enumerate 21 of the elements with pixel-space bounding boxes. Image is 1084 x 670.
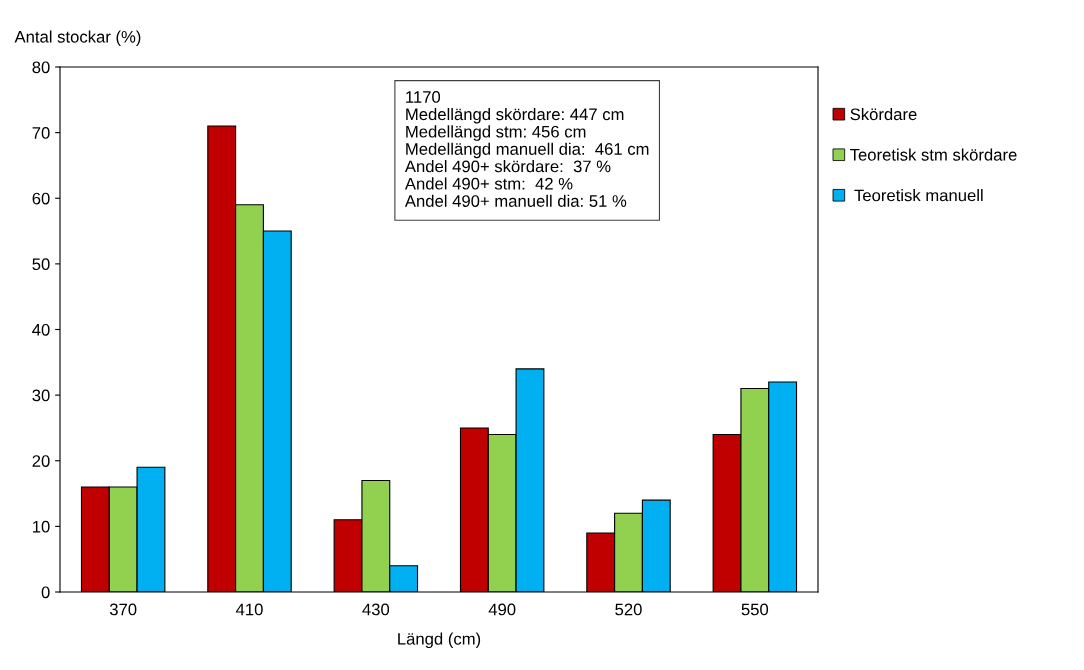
x-tick-label: 520 bbox=[615, 603, 642, 616]
y-tick-label: 30 bbox=[32, 389, 50, 402]
y-tick-label: 40 bbox=[32, 323, 50, 336]
y-tick-label: 80 bbox=[32, 61, 50, 74]
legend-label: Skördare bbox=[850, 107, 917, 121]
x-axis-title: Längd (cm) bbox=[398, 632, 481, 649]
annotation: 1170 Medellängd skördare: 447 cm Medellängd stm: 456 cm Medellängd manuell dia: 461 cm Andel 490+ skördare: 37 % Andel 490+ stm: 42 % Andel 490+ manuell dia: 51 % bbox=[404, 91, 649, 207]
y-tick-label: 60 bbox=[32, 192, 50, 205]
x-tick-label: 410 bbox=[235, 603, 263, 616]
x-tick-label: 370 bbox=[109, 603, 137, 616]
y-tick-label: 0 bbox=[41, 586, 50, 599]
x-tick-label: 490 bbox=[488, 603, 516, 616]
legend-label: Teoretisk stm skördare bbox=[850, 148, 1017, 161]
y-tick-label: 20 bbox=[32, 455, 50, 467]
y-tick-label: 70 bbox=[32, 127, 50, 139]
y-tick-label: 10 bbox=[33, 520, 50, 533]
y-axis-title: Antal stockar (%) bbox=[14, 30, 141, 46]
x-tick-label: 550 bbox=[741, 603, 769, 616]
legend-label: Teoretisk manuell bbox=[854, 189, 983, 202]
x-tick-label: 430 bbox=[362, 603, 390, 616]
y-tick-label: 50 bbox=[32, 258, 50, 271]
